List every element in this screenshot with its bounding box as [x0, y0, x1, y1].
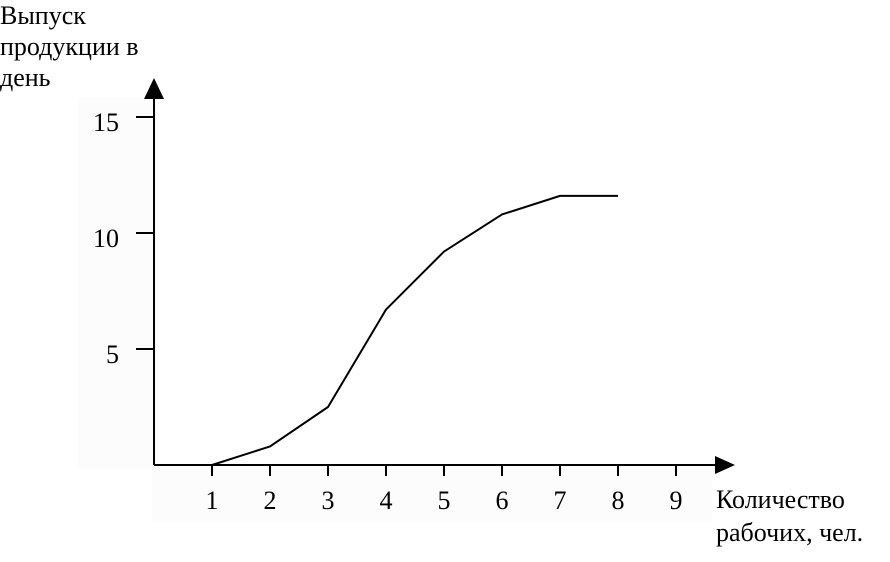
x-tick-label-2: 2: [264, 486, 277, 515]
x-tick-label-4: 4: [380, 486, 393, 515]
x-axis-label-line-1: Количество: [716, 485, 845, 514]
series-layer: [211, 194, 618, 466]
x-tick-label-7: 7: [554, 486, 567, 515]
x-axis-label-line-2: рабочих, чел.: [716, 518, 863, 547]
y-axis-label-line-2: продукции в: [0, 32, 139, 61]
axes: [144, 78, 735, 474]
y-tick-label-15: 15: [93, 108, 119, 137]
x-tick-label-1: 1: [206, 486, 219, 515]
y-axis-label-line-1: Выпуск: [0, 1, 86, 30]
y-axis-arrow: [144, 78, 164, 99]
series-line-0: [211, 194, 618, 466]
x-tick-label-6: 6: [496, 486, 509, 515]
y-tick-label-10: 10: [93, 224, 119, 253]
x-tick-label-9: 9: [670, 486, 683, 515]
y-axis-label-line-3: день: [0, 63, 51, 92]
x-tick-label-3: 3: [322, 486, 335, 515]
ticks: 1 2 3 4 5 6 7 8 9 5 10 15: [93, 108, 683, 515]
x-tick-label-5: 5: [438, 486, 451, 515]
x-axis-arrow: [715, 456, 735, 474]
x-tick-label-8: 8: [612, 486, 625, 515]
plot-area-background: [78, 98, 156, 468]
x-axis-band-background: [152, 466, 712, 522]
y-tick-label-5: 5: [106, 340, 119, 369]
